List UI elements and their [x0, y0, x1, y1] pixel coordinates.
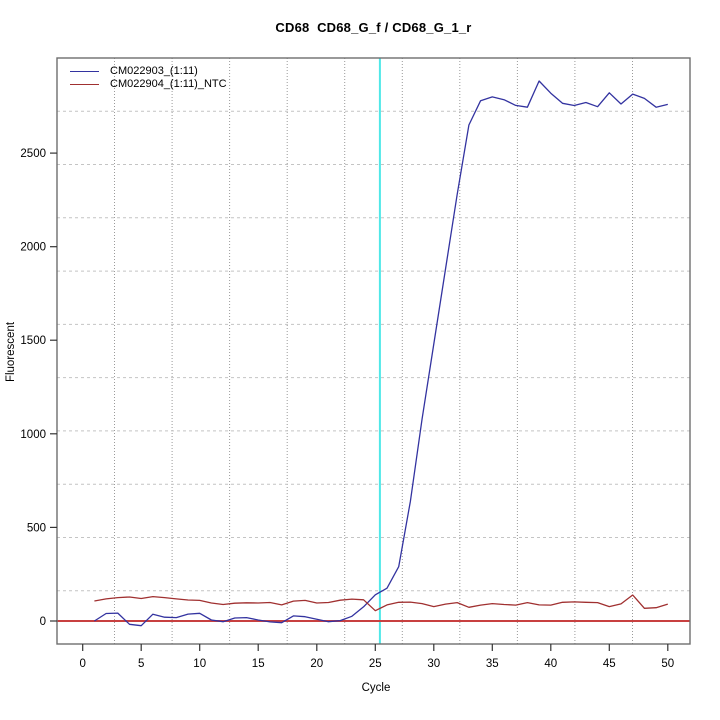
x-tick-label: 10 [193, 658, 206, 670]
legend-label-sample: CM022903_(1:11) [110, 65, 198, 77]
y-tick-label: 2500 [20, 148, 46, 160]
chart-title: CD68 CD68_G_f / CD68_G_1_r [275, 20, 472, 35]
series-line-1 [94, 594, 668, 612]
legend-line-ntc-icon [70, 84, 99, 85]
series-line-0 [94, 80, 668, 627]
x-tick-label: 40 [544, 658, 557, 670]
y-tick-label: 500 [27, 522, 46, 534]
x-tick-label: 35 [486, 658, 499, 670]
y-tick-label: 2000 [20, 242, 46, 254]
y-tick-label: 0 [40, 616, 46, 628]
y-tick-label: 1000 [20, 429, 46, 441]
y-tick-label: 1500 [20, 335, 46, 347]
x-tick-label: 45 [603, 658, 616, 670]
x-axis-label: Cycle [361, 682, 391, 694]
legend: CM022903_(1:11) CM022904_(1:11)_NTC [70, 65, 227, 91]
x-tick-label: 20 [310, 658, 323, 670]
x-tick-label: 5 [138, 658, 144, 670]
x-tick-label: 15 [252, 658, 265, 670]
x-tick-label: 30 [427, 658, 440, 670]
legend-item-sample: CM022903_(1:11) [70, 65, 227, 78]
legend-item-ntc: CM022904_(1:11)_NTC [70, 78, 227, 91]
legend-label-ntc: CM022904_(1:11)_NTC [110, 78, 227, 90]
x-tick-label: 50 [661, 658, 674, 670]
x-tick-label: 25 [369, 658, 382, 670]
x-tick-label: 0 [79, 658, 85, 670]
plot-border [56, 57, 691, 645]
y-axis-label: Fluorescent [5, 321, 17, 383]
legend-line-sample-icon [70, 71, 99, 72]
